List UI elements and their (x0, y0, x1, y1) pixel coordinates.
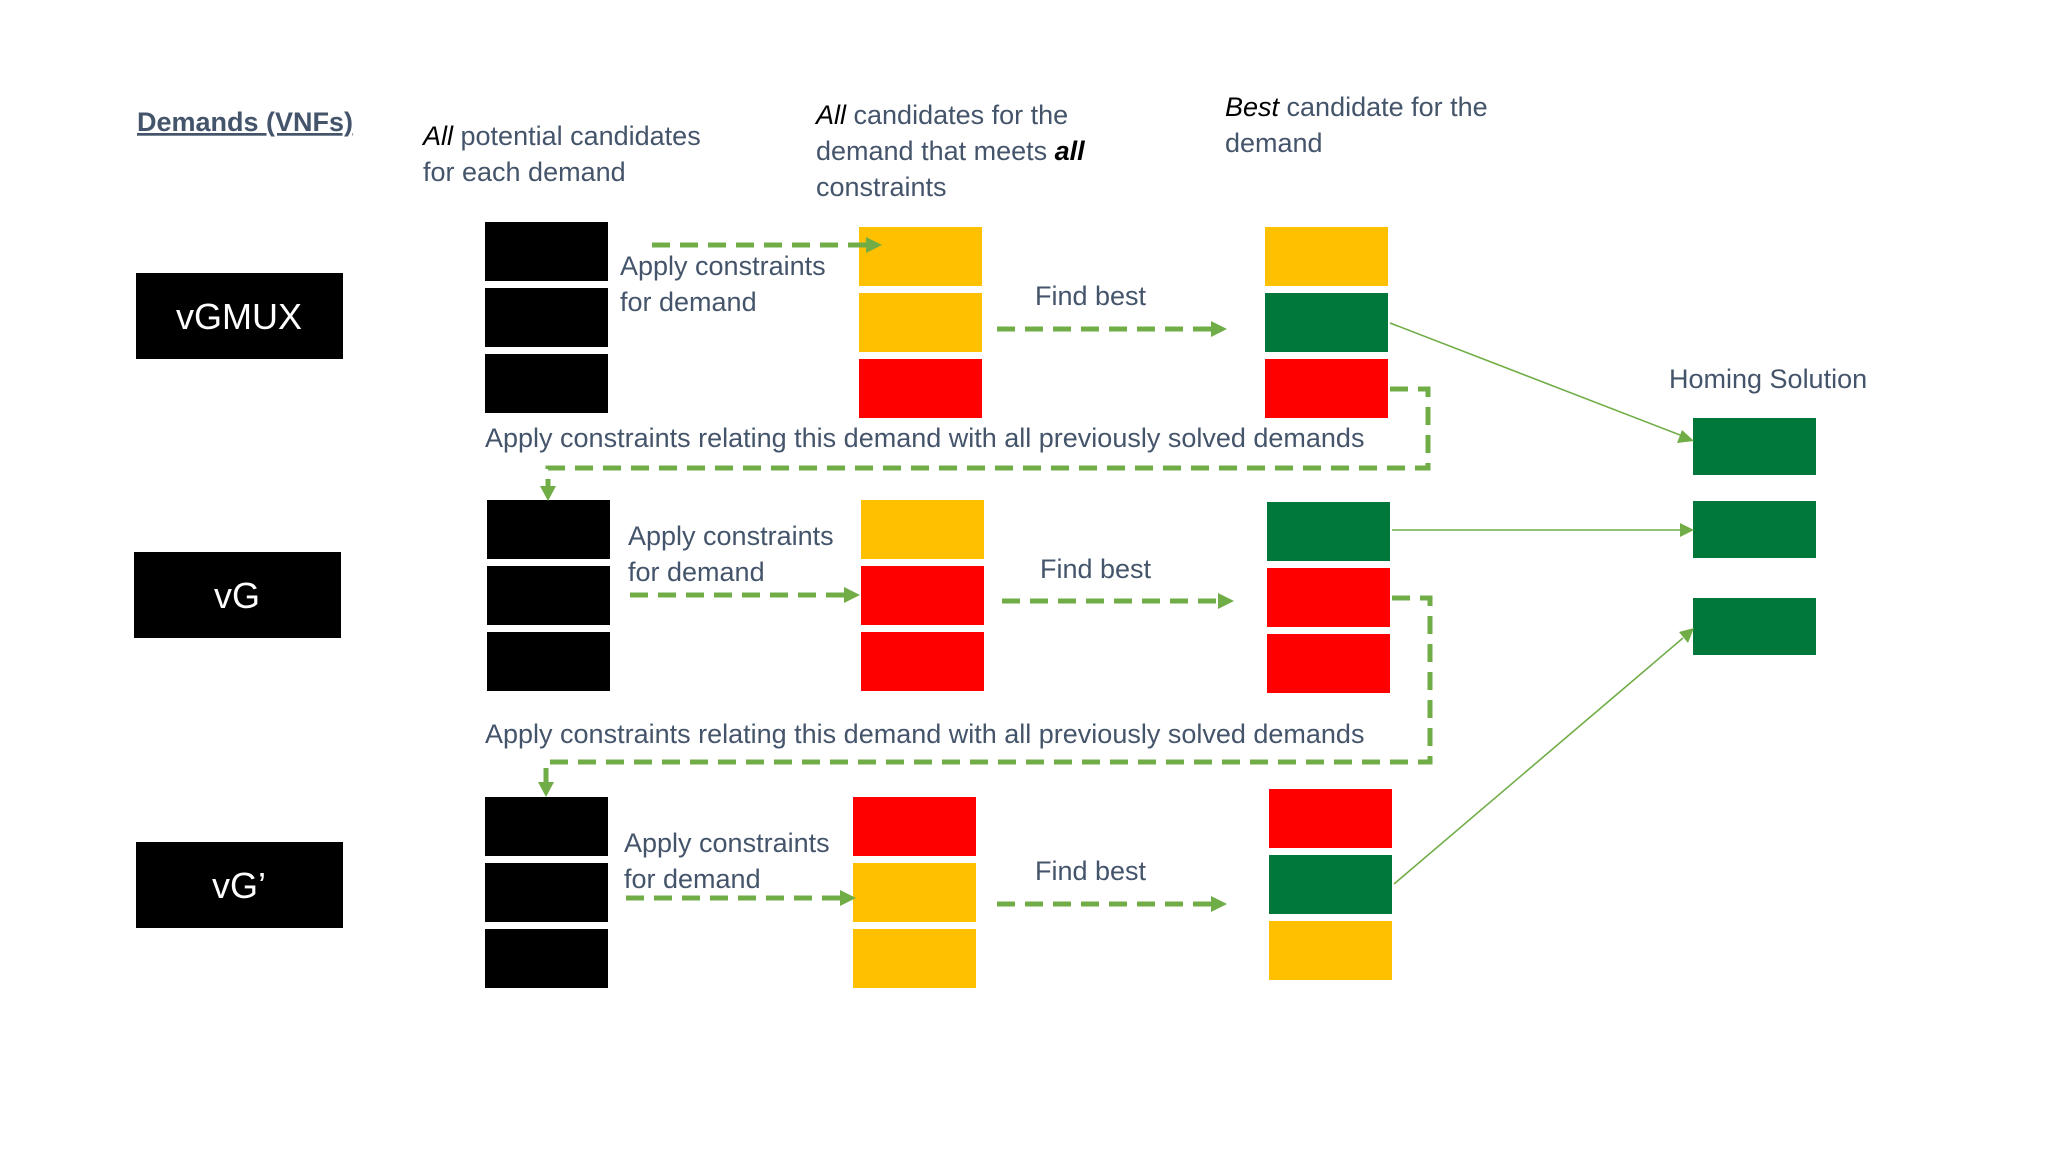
best-stack-vg-prime (1269, 789, 1392, 980)
demand-label-vg-prime: vG’ (212, 865, 266, 906)
best-heading-emphasis: Best (1225, 92, 1281, 122)
homing-solution-cell (1693, 598, 1816, 655)
apply-constraints-text: for demand (628, 557, 765, 587)
candidate-cell (485, 222, 608, 281)
filtered-cell (853, 863, 976, 922)
best-candidate-heading-line1: Best candidate for the (1225, 92, 1488, 122)
filtered-heading-rest: candidates for the (846, 100, 1068, 130)
arrowhead (840, 890, 856, 906)
to-homing-arrow (1389, 322, 1681, 436)
filtered-candidates-heading-line3: constraints (816, 172, 947, 202)
filtered-stack-vg-prime (853, 797, 976, 988)
best-cell (1267, 634, 1390, 693)
candidate-cell (487, 566, 610, 625)
all-candidates-heading-line2: for each demand (423, 157, 626, 187)
best-cell (1267, 502, 1390, 561)
apply-constraints-text: for demand (624, 864, 761, 894)
arrowhead (540, 486, 556, 501)
homing-solution-stack (1693, 418, 1816, 655)
arrowhead (866, 237, 882, 253)
demand-box-vg-prime (136, 842, 343, 928)
candidate-cell (485, 929, 608, 988)
demands-heading: Demands (VNFs) (137, 107, 353, 137)
candidates-stack-vgmux (485, 222, 608, 413)
arrowhead (1211, 321, 1227, 337)
candidate-cell (485, 354, 608, 413)
best-stack-vg (1267, 502, 1390, 693)
find-best-text: Find best (1035, 856, 1147, 886)
filtered-candidates-heading-line2: demand that meets all (816, 136, 1085, 166)
filtered-cell (853, 797, 976, 856)
arrowhead (1680, 523, 1694, 537)
filtered-cell (859, 227, 982, 286)
apply-constraints-text: Apply constraints (628, 521, 834, 551)
relating-constraints-text: Apply constraints relating this demand w… (485, 423, 1364, 453)
demand-box-vg (134, 552, 341, 638)
filtered-heading-emphasis: All (814, 100, 847, 130)
demand-label-vgmux: vGMUX (176, 296, 302, 337)
filtered-cell (861, 566, 984, 625)
best-cell (1265, 293, 1388, 352)
best-stack-vgmux (1265, 227, 1388, 418)
homing-solution-cell (1693, 501, 1816, 558)
candidate-cell (485, 863, 608, 922)
filtered-cell (853, 929, 976, 988)
apply-constraints-text: Apply constraints (620, 251, 826, 281)
homing-solution-cell (1693, 418, 1816, 475)
filtered-cell (859, 293, 982, 352)
relating-constraints-text: Apply constraints relating this demand w… (485, 719, 1364, 749)
to-homing-arrow (1393, 637, 1684, 885)
filtered-stack-vg (861, 500, 984, 691)
arrowhead (538, 782, 554, 797)
filtered-candidates-heading-line1: All candidates for the (814, 100, 1068, 130)
demand-label-vg: vG (214, 575, 260, 616)
best-cell (1267, 568, 1390, 627)
all-candidates-heading-rest: potential candidates (453, 121, 701, 151)
candidate-cell (485, 797, 608, 856)
find-best-text: Find best (1040, 554, 1152, 584)
candidate-cell (485, 288, 608, 347)
best-heading-rest: candidate for the (1279, 92, 1488, 122)
filtered-stack-vgmux (859, 227, 982, 418)
apply-constraints-text: for demand (620, 287, 757, 317)
best-cell (1269, 855, 1392, 914)
candidates-stack-vg (487, 500, 610, 691)
candidates-stack-vg-prime (485, 797, 608, 988)
best-cell (1265, 359, 1388, 418)
apply-constraints-text: Apply constraints (624, 828, 830, 858)
filtered-heading-line2-emphasis: all (1055, 136, 1086, 166)
filtered-cell (859, 359, 982, 418)
homing-solution-heading: Homing Solution (1669, 364, 1867, 394)
candidate-cell (487, 632, 610, 691)
demand-box-vgmux (136, 273, 343, 359)
arrowhead (1218, 593, 1234, 609)
candidate-cell (487, 500, 610, 559)
all-candidates-heading-line1: All potential candidates (421, 121, 701, 151)
filtered-cell (861, 500, 984, 559)
best-cell (1269, 921, 1392, 980)
best-candidate-heading-line2: demand (1225, 128, 1323, 158)
relating-constraints-arrow (545, 386, 1431, 486)
relating-constraints-arrow (543, 595, 1433, 782)
best-cell (1269, 789, 1392, 848)
arrowhead (1211, 896, 1227, 912)
all-candidates-heading-emphasis: All (421, 121, 454, 151)
arrowhead (1677, 430, 1694, 443)
arrowhead (1679, 628, 1694, 643)
best-cell (1265, 227, 1388, 286)
filtered-cell (861, 632, 984, 691)
arrowhead (844, 587, 860, 603)
filtered-heading-line2-text: demand that meets (816, 136, 1055, 166)
find-best-text: Find best (1035, 281, 1147, 311)
